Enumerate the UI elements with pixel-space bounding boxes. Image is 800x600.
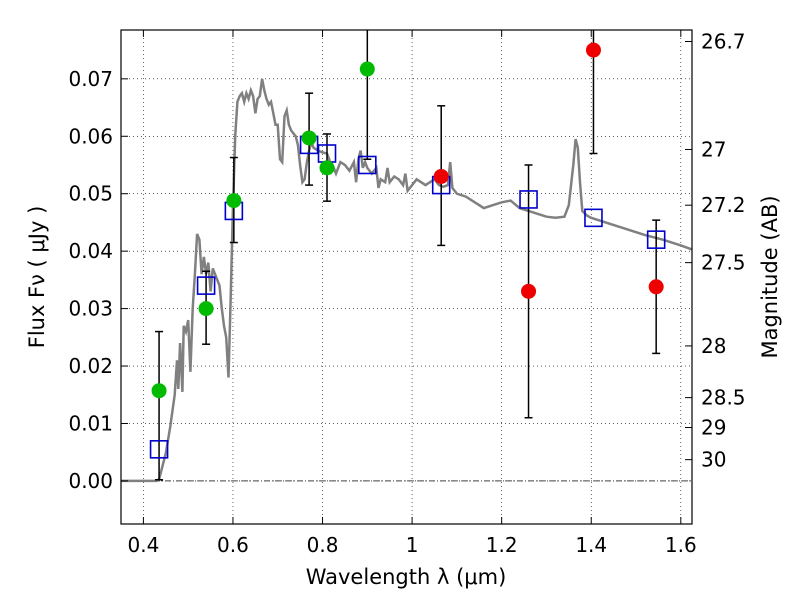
y2-tick-label: 28: [701, 334, 726, 358]
y-tick-label: 0.01: [68, 411, 113, 435]
x-ticks: 0.4 0.6 0.8 1 1.2 1.4 1.6: [127, 30, 697, 557]
observed-flux-marker: [198, 301, 214, 317]
x-tick-label: 1.2: [486, 533, 518, 557]
model-flux-marker: [519, 190, 538, 209]
y-tick-label: 0.06: [68, 124, 113, 148]
y2-tick-label: 26.7: [701, 29, 746, 53]
y2-ticks: 26.7 27 27.2 27.5 28 28.5 29 30: [685, 29, 746, 472]
y2-tick-label: 27.2: [701, 193, 746, 217]
observed-flux-marker: [521, 283, 537, 299]
observed-flux-marker: [585, 42, 601, 58]
y-tick-label: 0.00: [68, 469, 113, 493]
observed-flux-marker: [319, 160, 335, 176]
y2-axis-label: Magnitude (AB): [758, 195, 782, 358]
data-markers: [149, 42, 666, 459]
y-tick-label: 0.02: [68, 354, 113, 378]
y2-tick-label: 29: [701, 415, 726, 439]
y-axis-label: Flux Fν ( μJy ): [25, 206, 49, 349]
x-tick-label: 0.6: [217, 533, 249, 557]
x-tick-label: 0.4: [127, 533, 159, 557]
observed-flux-marker: [226, 193, 242, 209]
model-flux-marker: [196, 276, 216, 295]
y2-tick-label: 27.5: [701, 251, 746, 275]
model-flux-marker: [646, 230, 666, 249]
plot-frame: [120, 29, 693, 525]
observed-flux-marker: [301, 130, 317, 146]
y2-tick-label: 30: [701, 448, 726, 472]
model-flux-marker: [358, 155, 377, 175]
y-tick-label: 0.07: [68, 67, 113, 91]
y-ticks: 0.00 0.01 0.02 0.03 0.04 0.05 0.06 0.07: [68, 67, 128, 493]
y-tick-label: 0.04: [68, 239, 113, 263]
x-tick-label: 0.8: [307, 533, 339, 557]
y-tick-label: 0.03: [68, 297, 113, 321]
x-axis-label: Wavelength λ (μm): [306, 565, 507, 589]
y2-tick-label: 28.5: [701, 386, 746, 410]
observed-flux-marker: [359, 61, 375, 77]
observed-flux-marker: [151, 383, 167, 399]
observed-flux-marker: [648, 279, 664, 295]
y-tick-label: 0.05: [68, 182, 113, 206]
model-flux-marker: [584, 208, 603, 228]
x-tick-label: 1.4: [575, 533, 607, 557]
observed-flux-marker: [433, 168, 449, 184]
x-tick-label: 1.6: [665, 533, 697, 557]
model-flux-marker: [149, 440, 169, 459]
y2-tick-label: 27: [701, 137, 726, 161]
x-tick-label: 1: [406, 533, 419, 557]
